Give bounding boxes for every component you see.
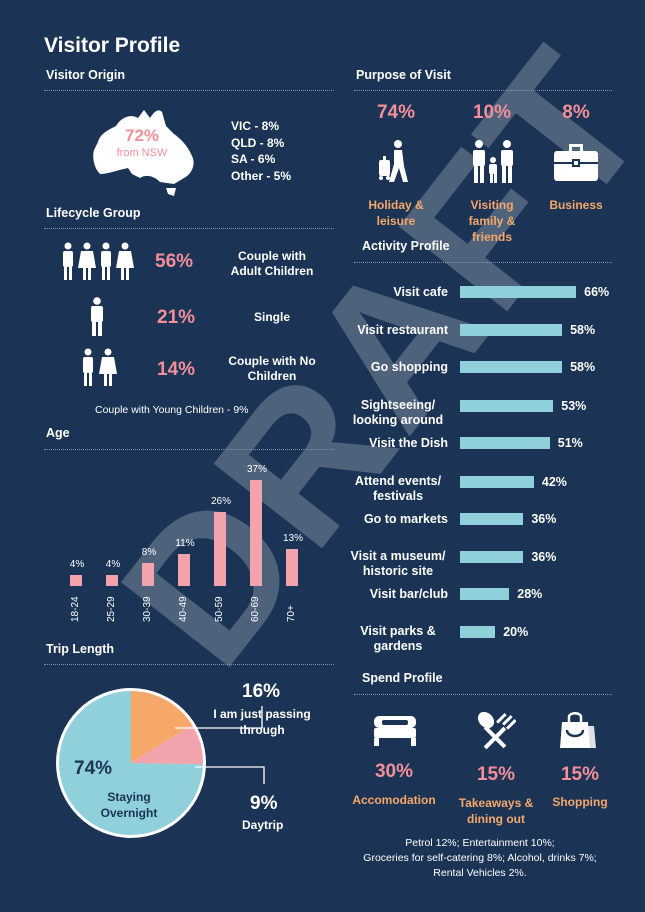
- origin-item: SA - 6%: [231, 152, 276, 166]
- activity-value: 36%: [531, 550, 557, 564]
- activity-value: 36%: [531, 512, 557, 526]
- activity-bar: [460, 513, 524, 525]
- leader-line: [175, 706, 263, 729]
- spend-note-line: Petrol 12%; Entertainment 10%;: [405, 837, 555, 849]
- activity-label: Attend events/ festivals: [354, 474, 442, 503]
- divider: [354, 694, 612, 695]
- couple-icon: [83, 348, 117, 386]
- pie-slice-staying-overnight: [59, 691, 203, 835]
- origin-main-label: from NSW: [116, 147, 168, 159]
- lifecycle-note: Couple with Young Children - 9%: [95, 404, 249, 416]
- passing-label: I am just passing through: [213, 707, 311, 737]
- lifecycle-heading: Lifecycle Group: [46, 206, 141, 220]
- pie-slice-passing-through: [131, 691, 193, 763]
- activity-value: 20%: [503, 625, 529, 639]
- activity-bar: [460, 437, 550, 449]
- daytrip-label: Daytrip: [242, 818, 284, 832]
- divider: [44, 449, 334, 450]
- purpose-label: Visiting family & friends: [468, 198, 516, 244]
- activity-bar: [460, 324, 563, 336]
- lifecycle-value: 14%: [157, 359, 196, 380]
- spend-value: 15%: [476, 764, 516, 785]
- purpose-value: 10%: [472, 102, 512, 123]
- single-person-icon: [91, 297, 103, 336]
- spend-label: Accomodation: [352, 793, 436, 807]
- activity-value: 58%: [570, 360, 596, 374]
- divider: [354, 90, 612, 91]
- lifecycle-label: Single: [253, 310, 290, 324]
- trip-length-pie: [56, 688, 265, 838]
- activity-value: 58%: [570, 323, 596, 337]
- australia-map-icon: [93, 110, 194, 196]
- spend-label: Takeaways & dining out: [458, 796, 534, 826]
- activity-bar: [460, 400, 554, 412]
- purpose-label: Holiday & leisure: [368, 198, 424, 228]
- pie-main-label: Staying Overnight: [100, 790, 158, 820]
- pie-slice-daytrip: [131, 725, 203, 765]
- activity-value: 51%: [557, 436, 583, 450]
- activity-value: 42%: [541, 475, 567, 489]
- passing-value: 16%: [242, 681, 281, 702]
- purpose-heading: Purpose of Visit: [356, 68, 451, 82]
- activity-bar: [460, 286, 577, 298]
- purpose-value: 8%: [562, 102, 590, 123]
- leader-line: [195, 766, 265, 784]
- origin-item: QLD - 8%: [231, 135, 285, 150]
- spend-value: 30%: [374, 761, 414, 782]
- lifecycle-value: 56%: [155, 251, 194, 272]
- lifecycle-label: Couple with Adult Children: [230, 249, 314, 278]
- four-people-icon: [63, 242, 134, 280]
- spend-note-line: Rental Vehicles 2%.: [433, 867, 527, 879]
- trip-length-heading: Trip Length: [46, 642, 115, 656]
- spend-note-line: Groceries for self-catering 8%; Alcohol,…: [363, 852, 597, 864]
- activity-bar: [460, 588, 510, 600]
- activity-bar: [460, 476, 534, 488]
- divider: [44, 228, 334, 229]
- activity-label: Sightseeing/ looking around: [352, 398, 444, 427]
- activity-label: Visit the Dish: [369, 436, 448, 450]
- lifecycle-value: 21%: [157, 307, 196, 328]
- activity-bar: [460, 626, 496, 638]
- activity-value: 53%: [561, 399, 587, 413]
- origin-other-list: VIC - 8% QLD - 8% SA - 6% Other - 5%: [231, 118, 291, 184]
- walking-traveller-icon: [379, 140, 408, 182]
- origin-item: VIC - 8%: [231, 119, 280, 133]
- activity-label: Visit bar/club: [369, 587, 448, 601]
- activity-label: Visit a museum/ historic site: [350, 549, 446, 578]
- purpose-value: 74%: [376, 102, 416, 123]
- divider: [44, 664, 334, 665]
- daytrip-value: 9%: [250, 793, 278, 814]
- activity-label: Visit restaurant: [357, 323, 448, 337]
- activity-bar: [460, 551, 524, 563]
- activity-bar: [460, 361, 563, 373]
- age-heading: Age: [46, 426, 70, 440]
- visitor-origin-heading: Visitor Origin: [46, 68, 125, 82]
- origin-main-value: 72%: [124, 126, 160, 145]
- divider: [44, 90, 334, 91]
- origin-item: Other - 5%: [231, 168, 292, 183]
- activity-heading: Activity Profile: [362, 239, 450, 253]
- divider: [354, 262, 612, 263]
- activity-label: Go shopping: [370, 360, 448, 374]
- lifecycle-label: Couple with No Children: [228, 354, 316, 383]
- activity-label: Go to markets: [363, 512, 448, 526]
- spend-note: Petrol 12%; Entertainment 10%; Groceries…: [330, 836, 630, 881]
- activity-value: 66%: [584, 285, 610, 299]
- spend-label: Shopping: [552, 795, 608, 809]
- activity-label: Visit parks & gardens: [360, 624, 436, 653]
- spend-heading: Spend Profile: [362, 671, 443, 685]
- activity-label: Visit cafe: [393, 285, 448, 299]
- shopping-bag-icon: [560, 712, 596, 748]
- briefcase-icon: [554, 144, 598, 181]
- spend-value: 15%: [560, 764, 600, 785]
- page-title: Visitor Profile: [44, 34, 181, 57]
- purpose-label: Business: [549, 198, 603, 212]
- family-icon: [473, 140, 513, 183]
- cutlery-icon: [477, 711, 516, 750]
- pie-main-value: 74%: [74, 758, 113, 779]
- activity-value: 28%: [517, 587, 543, 601]
- bed-icon: [374, 716, 416, 746]
